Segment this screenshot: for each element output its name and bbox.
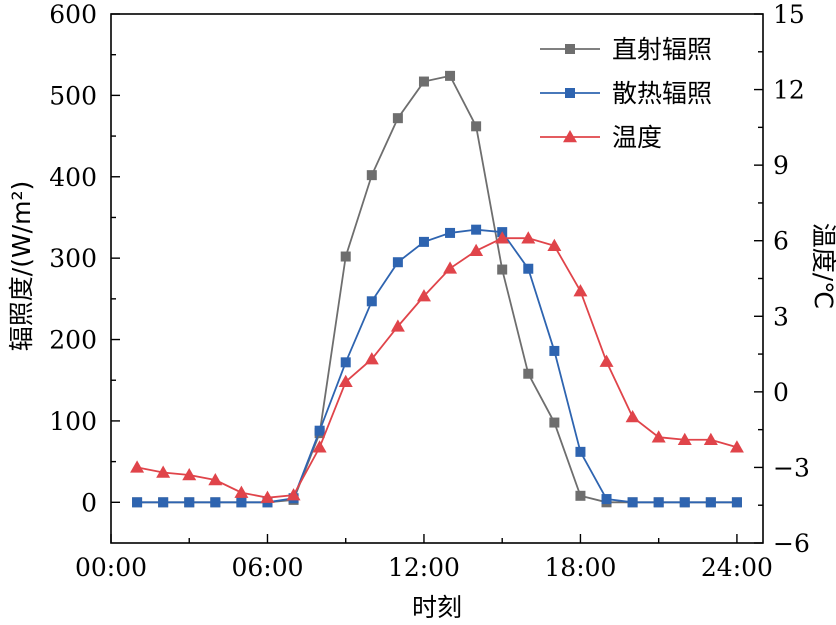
data-point	[234, 485, 249, 498]
y-right-tick-label: 9	[773, 151, 789, 180]
y-left-tick-label: 300	[49, 244, 97, 273]
legend-marker	[565, 88, 575, 98]
data-point	[523, 263, 534, 274]
data-point	[260, 490, 275, 503]
legend-entry: 温度	[540, 123, 662, 152]
y-left-tick-label: 100	[49, 407, 97, 436]
data-point	[549, 345, 560, 356]
y-right-tick-label: 3	[773, 302, 789, 331]
y-right-tick-label: −6	[773, 529, 810, 558]
data-point	[651, 430, 666, 443]
data-point	[338, 374, 353, 388]
y-left-tick-label: 200	[49, 326, 97, 355]
data-point	[703, 432, 718, 445]
data-point	[705, 497, 716, 508]
series-line	[137, 228, 737, 504]
x-tick-label: 00:00	[75, 553, 147, 582]
data-point	[575, 490, 586, 501]
data-point	[627, 497, 638, 508]
data-point	[625, 410, 640, 423]
x-tick-label: 18:00	[544, 553, 616, 582]
y-axis-left-title: 辐照度/(W/m²)	[7, 181, 36, 351]
data-point	[523, 368, 534, 379]
data-point	[366, 170, 377, 181]
data-point	[469, 243, 484, 257]
data-point	[729, 440, 744, 453]
legend-label: 散热辐照	[612, 79, 712, 108]
data-point	[156, 465, 171, 478]
data-point	[471, 121, 482, 132]
legend-entry: 散热辐照	[540, 79, 712, 108]
data-point	[210, 497, 221, 508]
data-point	[497, 264, 508, 275]
series-2	[132, 224, 742, 508]
data-point	[418, 76, 429, 87]
data-point	[677, 432, 692, 445]
axes: 00:00 06:00 12:00 18:00 24:00 0 100 200 300 400 50…	[49, 0, 810, 582]
data-point	[601, 494, 612, 505]
data-point	[208, 473, 223, 486]
data-point	[314, 425, 325, 436]
data-point	[653, 497, 664, 508]
series-line	[136, 237, 738, 499]
data-point	[366, 296, 377, 307]
data-point	[547, 238, 562, 252]
data-point	[573, 284, 588, 297]
series-3	[130, 231, 744, 503]
y-left-tick-label: 400	[49, 163, 97, 192]
data-point	[364, 352, 379, 365]
x-tick-label: 12:00	[388, 553, 460, 582]
data-point	[340, 357, 351, 368]
data-point	[392, 257, 403, 268]
data-point	[184, 497, 195, 508]
data-point	[132, 497, 143, 508]
data-point	[679, 497, 690, 508]
data-point	[312, 440, 327, 453]
data-point	[130, 460, 145, 473]
data-point	[495, 231, 510, 244]
legend-label: 温度	[612, 123, 662, 152]
legend-label: 直射辐照	[612, 35, 712, 64]
data-point	[471, 224, 482, 235]
y-axis-right-title: 温度/℃	[809, 223, 836, 310]
legend-entry: 直射辐照	[540, 35, 712, 64]
data-point	[599, 354, 614, 367]
data-point	[521, 231, 536, 244]
x-axis-title: 时刻	[412, 593, 462, 622]
data-point	[549, 417, 560, 428]
series-layer	[130, 70, 744, 508]
data-point	[731, 497, 742, 508]
y-left-tick-label: 0	[81, 488, 97, 517]
legend-marker	[565, 44, 575, 54]
y-right-tick-label: 6	[773, 227, 789, 256]
y-left-tick-label: 500	[49, 81, 97, 110]
data-point	[286, 488, 301, 501]
data-point	[445, 70, 456, 81]
data-point	[158, 497, 169, 508]
y-right-tick-label: 12	[773, 76, 805, 105]
data-point	[236, 497, 247, 508]
data-point	[418, 236, 429, 247]
data-point	[390, 319, 405, 332]
data-point	[416, 289, 431, 302]
data-point	[575, 446, 586, 457]
data-point	[340, 251, 351, 262]
data-point	[182, 467, 197, 481]
y-left-tick-label: 600	[49, 0, 97, 29]
x-tick-label: 06:00	[231, 553, 303, 582]
legend-marker	[563, 130, 577, 143]
y-right-tick-label: 0	[773, 378, 789, 407]
y-right-tick-label: −3	[773, 453, 810, 482]
data-point	[392, 113, 403, 124]
data-point	[443, 261, 458, 274]
x-tick-label: 24:00	[701, 553, 773, 582]
y-right-tick-label: 15	[773, 0, 805, 29]
data-point	[445, 227, 456, 238]
